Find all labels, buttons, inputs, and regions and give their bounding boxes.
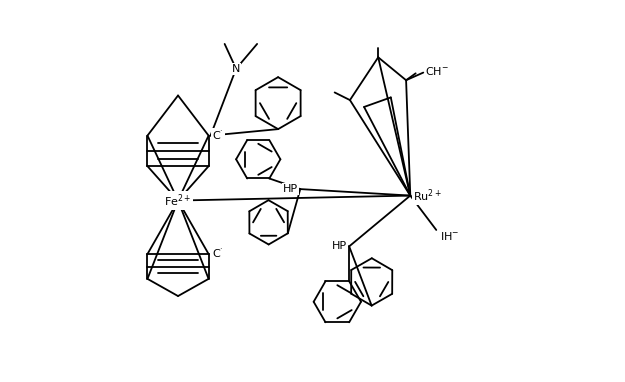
Text: Ru$^{2+}$: Ru$^{2+}$ [413, 187, 442, 204]
Text: N: N [232, 64, 240, 74]
Text: HP: HP [332, 241, 348, 251]
Text: C$^{·}$: C$^{·}$ [212, 248, 224, 260]
Text: HP: HP [283, 184, 298, 194]
Text: CH$^{-}$: CH$^{-}$ [425, 65, 449, 77]
Text: IH$^{-}$: IH$^{-}$ [440, 230, 459, 242]
Text: C$^{·}$: C$^{·}$ [212, 129, 224, 142]
Text: Fe$^{2+}$: Fe$^{2+}$ [164, 192, 192, 209]
